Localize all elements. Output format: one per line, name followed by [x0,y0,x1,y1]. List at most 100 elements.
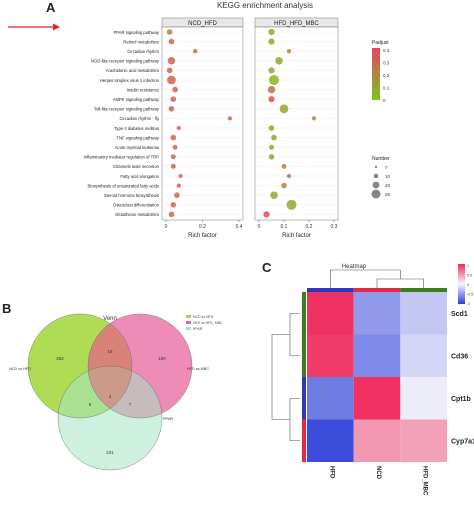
data-point [166,29,173,35]
data-point [268,38,275,45]
pathway-label: AMPK signaling pathway [113,97,160,102]
data-point [170,163,176,169]
heat-scale-tick: 0.5 [467,274,472,278]
padj-colorbar [372,48,380,100]
data-point [166,67,173,74]
data-point [275,57,283,65]
venn-region-count: 231 [106,450,114,455]
data-point [270,191,278,199]
x-tick-label: 0.1 [281,224,288,230]
data-point [279,104,289,114]
panel-label-c: C [262,260,272,275]
venn-title: Venn [103,316,117,322]
data-point [172,86,178,93]
data-point [170,202,177,208]
column-dendrogram-branch [330,269,401,288]
heatmap-cell [353,292,401,335]
data-point [268,96,275,103]
data-point [167,57,176,65]
data-point [263,211,270,218]
pathway-label: Arachidonic acid metabolism [106,68,160,73]
size-legend-label: 10 [385,174,391,179]
heat-colorbar [458,264,465,304]
pathway-label: Circadian rhythm [127,49,159,54]
size-legend-dot [373,173,379,179]
pathway-label: TNF signaling pathway [116,135,159,140]
heatmap-column-label: NCD [375,466,381,480]
data-point [269,144,274,150]
x-tick-label: 0.2 [306,224,313,230]
heat-scale-tick: 0 [467,283,469,287]
kegg-dotplot: KEGG enrichment analysis NCD_HFD 0 0.2 0.4 Ri… [8,1,391,239]
pathway-label: Type II diabetes mellitus [114,126,159,131]
pathway-label: Inflammatory mediator regulation of TRP [84,155,160,160]
row-dendrogram-branch [271,334,290,420]
venn-region-count: 180 [158,356,166,361]
row-group-bar [302,377,306,420]
facet-label-1: NCD_HFD [188,21,217,27]
heatmap-row-label: Cd36 [451,353,468,360]
row-group-bar [302,334,306,377]
pathway-label: Glutathione metabolism [115,212,160,217]
facet-panel-2 [254,26,339,221]
size-legend-title: Number [372,156,390,162]
venn-set-label-right: HFD vs MBC [187,367,209,371]
x-tick-label: 0 [258,224,261,230]
pathway-arrow-head [53,23,60,31]
heatmap-cell [307,419,354,462]
heatmap-cell [400,292,447,335]
data-point [267,85,276,94]
data-point [174,192,180,198]
data-point [268,74,280,86]
heatmap-cell [400,377,447,420]
size-legend-dot [374,165,378,169]
data-point [286,49,292,54]
panel-label-a: A [46,0,56,15]
heatmap-cell [353,419,401,462]
pathway-label: Osteoclast differentiation [113,203,160,208]
data-point [227,116,233,121]
heatmap-cell [400,334,447,377]
panel-label-b: B [2,301,12,316]
heatmap-row-label: Cpt1b [451,396,471,403]
data-point [170,154,176,160]
data-point [193,49,198,54]
pathway-label: Insulin resistance [127,87,160,92]
venn-region-count: 4 [109,394,112,399]
pathway-label: Channels taste secretion [113,164,160,169]
column-group-bar [400,288,447,292]
venn-legend-swatch [186,315,191,318]
column-group-bar [307,288,354,292]
venn-region-count: 7 [129,402,132,407]
venn-region-count: 6 [89,402,92,407]
size-legend-dot [372,181,380,189]
venn-set-label-left: NCD vs HFD [9,367,31,371]
size-legend-label: 20 [385,183,391,188]
row-group-bar [302,419,306,462]
pathway-label: Fatty acid elongation [120,174,159,179]
heatmap-title: Heatmap [342,264,367,270]
pathway-label: Circadian rhythm - fly [119,116,159,121]
padj-legend-title: Padjust [372,40,389,46]
data-point [271,134,277,141]
data-point [170,96,177,102]
pathway-label: Acute myeloid leukemia [115,145,160,150]
size-legend-label: 25 [385,192,391,197]
row-dendrogram-branch [289,312,300,357]
data-point [170,134,177,141]
heatmap-column-label: HFD [328,466,334,479]
x-tick-label: 0.2 [199,224,206,230]
pathway-label: Retinol metabolism [123,39,159,44]
heatmap-cell [400,419,447,462]
venn-outline [87,313,193,419]
padj-tick-label: 0.3 [383,61,390,66]
padj-tick-label: 0 [383,98,386,103]
heatmap-column-label: HFD_MBC [422,466,428,496]
data-point [168,38,175,45]
data-point [286,199,297,210]
data-point [268,67,275,74]
venn-region-count: 262 [56,356,64,361]
pathway-label: Biosynthesis of unsaturated fatty acids [88,183,159,188]
heatmap-cell [307,292,354,335]
heat-scale-tick: -0.5 [467,293,473,297]
